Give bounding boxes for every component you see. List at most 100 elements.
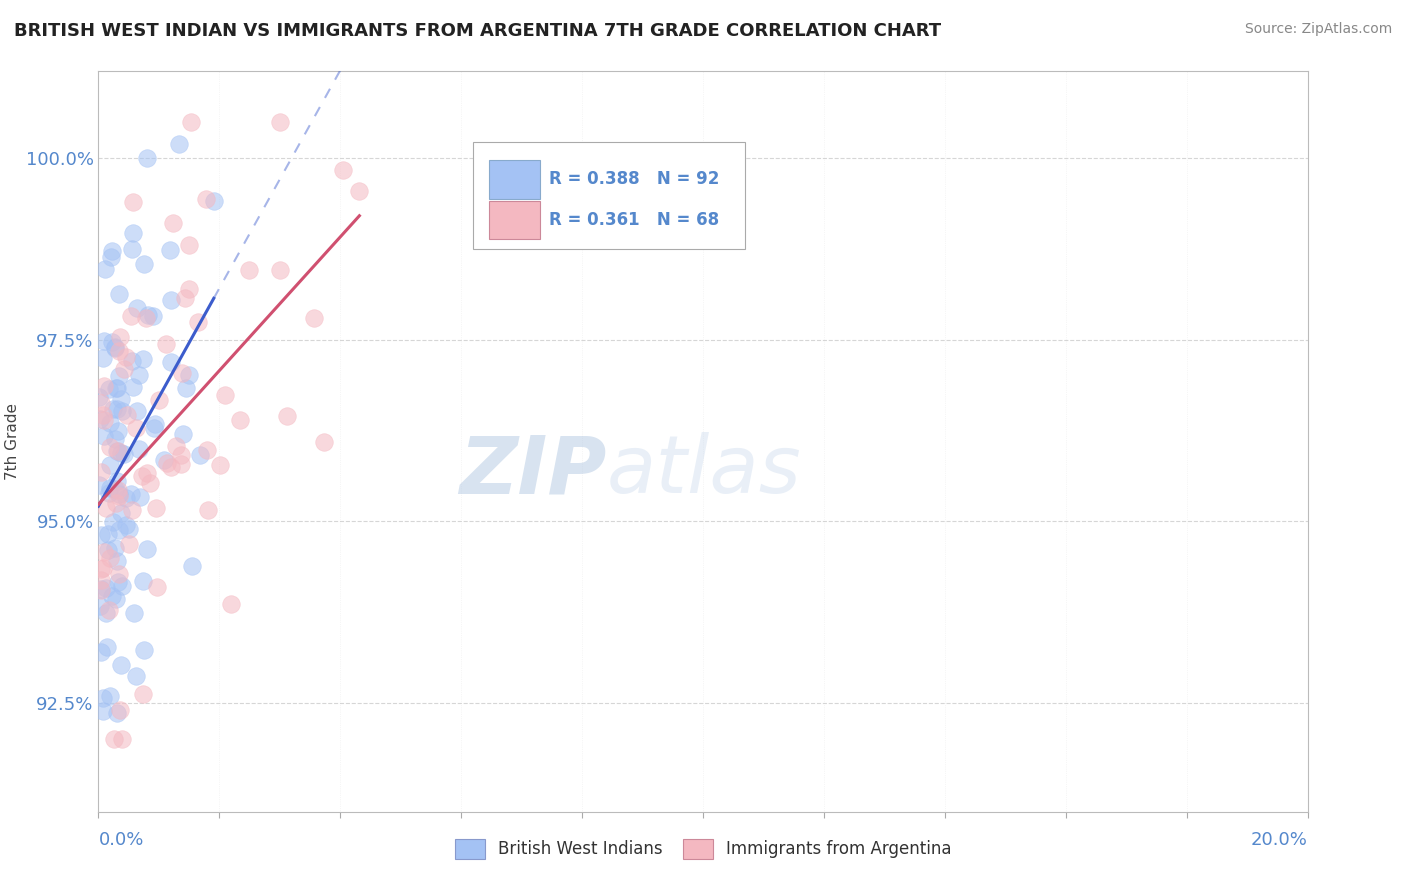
Point bbox=[91, 690, 114, 705]
Point bbox=[155, 337, 177, 351]
Y-axis label: 7th Grade: 7th Grade bbox=[6, 403, 20, 480]
Point bbox=[172, 366, 194, 380]
Point bbox=[87, 478, 110, 492]
Point bbox=[98, 690, 121, 704]
Point bbox=[103, 482, 125, 496]
Point bbox=[108, 487, 131, 501]
Point bbox=[187, 315, 209, 329]
Point bbox=[93, 428, 115, 442]
Point bbox=[111, 732, 134, 747]
Point bbox=[94, 262, 117, 277]
Point bbox=[219, 597, 242, 611]
Point bbox=[177, 238, 200, 252]
Text: 20.0%: 20.0% bbox=[1251, 831, 1308, 849]
Point bbox=[180, 115, 202, 129]
Point bbox=[118, 522, 141, 536]
Point bbox=[100, 244, 122, 259]
Point bbox=[145, 417, 167, 431]
Point bbox=[98, 416, 121, 430]
Text: R = 0.388   N = 92: R = 0.388 N = 92 bbox=[550, 169, 720, 187]
Point bbox=[90, 561, 112, 575]
Point bbox=[107, 483, 129, 498]
Point bbox=[131, 469, 153, 483]
FancyBboxPatch shape bbox=[489, 201, 540, 239]
Point bbox=[146, 581, 169, 595]
Point bbox=[97, 526, 120, 541]
Point bbox=[97, 543, 120, 558]
Point bbox=[110, 657, 132, 672]
Point bbox=[139, 475, 162, 490]
Point bbox=[98, 382, 121, 396]
Point bbox=[194, 192, 217, 206]
Point bbox=[108, 330, 131, 344]
Point bbox=[105, 381, 128, 395]
Point bbox=[101, 515, 124, 529]
Point bbox=[160, 293, 183, 308]
Point bbox=[91, 408, 114, 422]
Point bbox=[98, 458, 121, 472]
Point bbox=[105, 591, 128, 606]
Point bbox=[98, 551, 121, 566]
Point bbox=[96, 640, 118, 654]
Point bbox=[114, 518, 136, 533]
Point bbox=[129, 490, 152, 504]
Point bbox=[332, 162, 354, 177]
Point bbox=[90, 582, 112, 596]
Point bbox=[269, 263, 291, 277]
Point bbox=[135, 310, 157, 325]
Point bbox=[159, 460, 181, 475]
Text: BRITISH WEST INDIAN VS IMMIGRANTS FROM ARGENTINA 7TH GRADE CORRELATION CHART: BRITISH WEST INDIAN VS IMMIGRANTS FROM A… bbox=[14, 22, 941, 40]
Point bbox=[269, 115, 291, 129]
Point bbox=[90, 583, 112, 598]
Point bbox=[121, 503, 143, 517]
Point bbox=[170, 458, 193, 472]
Point bbox=[177, 282, 200, 296]
Point bbox=[98, 603, 121, 617]
Point bbox=[101, 401, 124, 416]
Point bbox=[238, 262, 260, 277]
Point bbox=[105, 475, 128, 489]
Point bbox=[110, 445, 132, 459]
Text: ZIP: ZIP bbox=[458, 432, 606, 510]
Point bbox=[97, 486, 120, 500]
Point bbox=[177, 368, 200, 383]
Point bbox=[108, 344, 131, 359]
Point bbox=[314, 435, 336, 450]
Point bbox=[89, 599, 111, 613]
Point bbox=[93, 545, 115, 559]
Point bbox=[131, 574, 153, 588]
Point bbox=[153, 453, 176, 467]
Text: R = 0.361   N = 68: R = 0.361 N = 68 bbox=[550, 211, 720, 229]
Point bbox=[94, 500, 117, 515]
Point bbox=[169, 136, 191, 151]
Point bbox=[127, 301, 149, 315]
Point bbox=[136, 542, 159, 557]
FancyBboxPatch shape bbox=[474, 142, 745, 249]
Point bbox=[125, 404, 148, 418]
Point bbox=[115, 351, 138, 365]
Point bbox=[349, 185, 371, 199]
Point bbox=[128, 368, 150, 382]
Point bbox=[276, 409, 298, 424]
Point bbox=[105, 553, 128, 567]
Legend: British West Indians, Immigrants from Argentina: British West Indians, Immigrants from Ar… bbox=[454, 838, 952, 859]
Point bbox=[125, 669, 148, 683]
Point bbox=[160, 355, 183, 369]
Point bbox=[124, 606, 146, 620]
Point bbox=[93, 334, 115, 348]
Point bbox=[93, 379, 115, 393]
Point bbox=[208, 458, 231, 472]
Point bbox=[111, 404, 134, 418]
Point bbox=[91, 561, 114, 575]
Text: Source: ZipAtlas.com: Source: ZipAtlas.com bbox=[1244, 22, 1392, 37]
Point bbox=[136, 308, 159, 322]
Point bbox=[104, 340, 127, 354]
Point bbox=[90, 528, 112, 542]
Point bbox=[162, 216, 184, 230]
Point bbox=[159, 243, 181, 257]
Point bbox=[108, 287, 131, 301]
Point bbox=[125, 421, 148, 435]
Point bbox=[100, 250, 122, 264]
Point bbox=[110, 392, 132, 407]
Point bbox=[174, 381, 197, 395]
